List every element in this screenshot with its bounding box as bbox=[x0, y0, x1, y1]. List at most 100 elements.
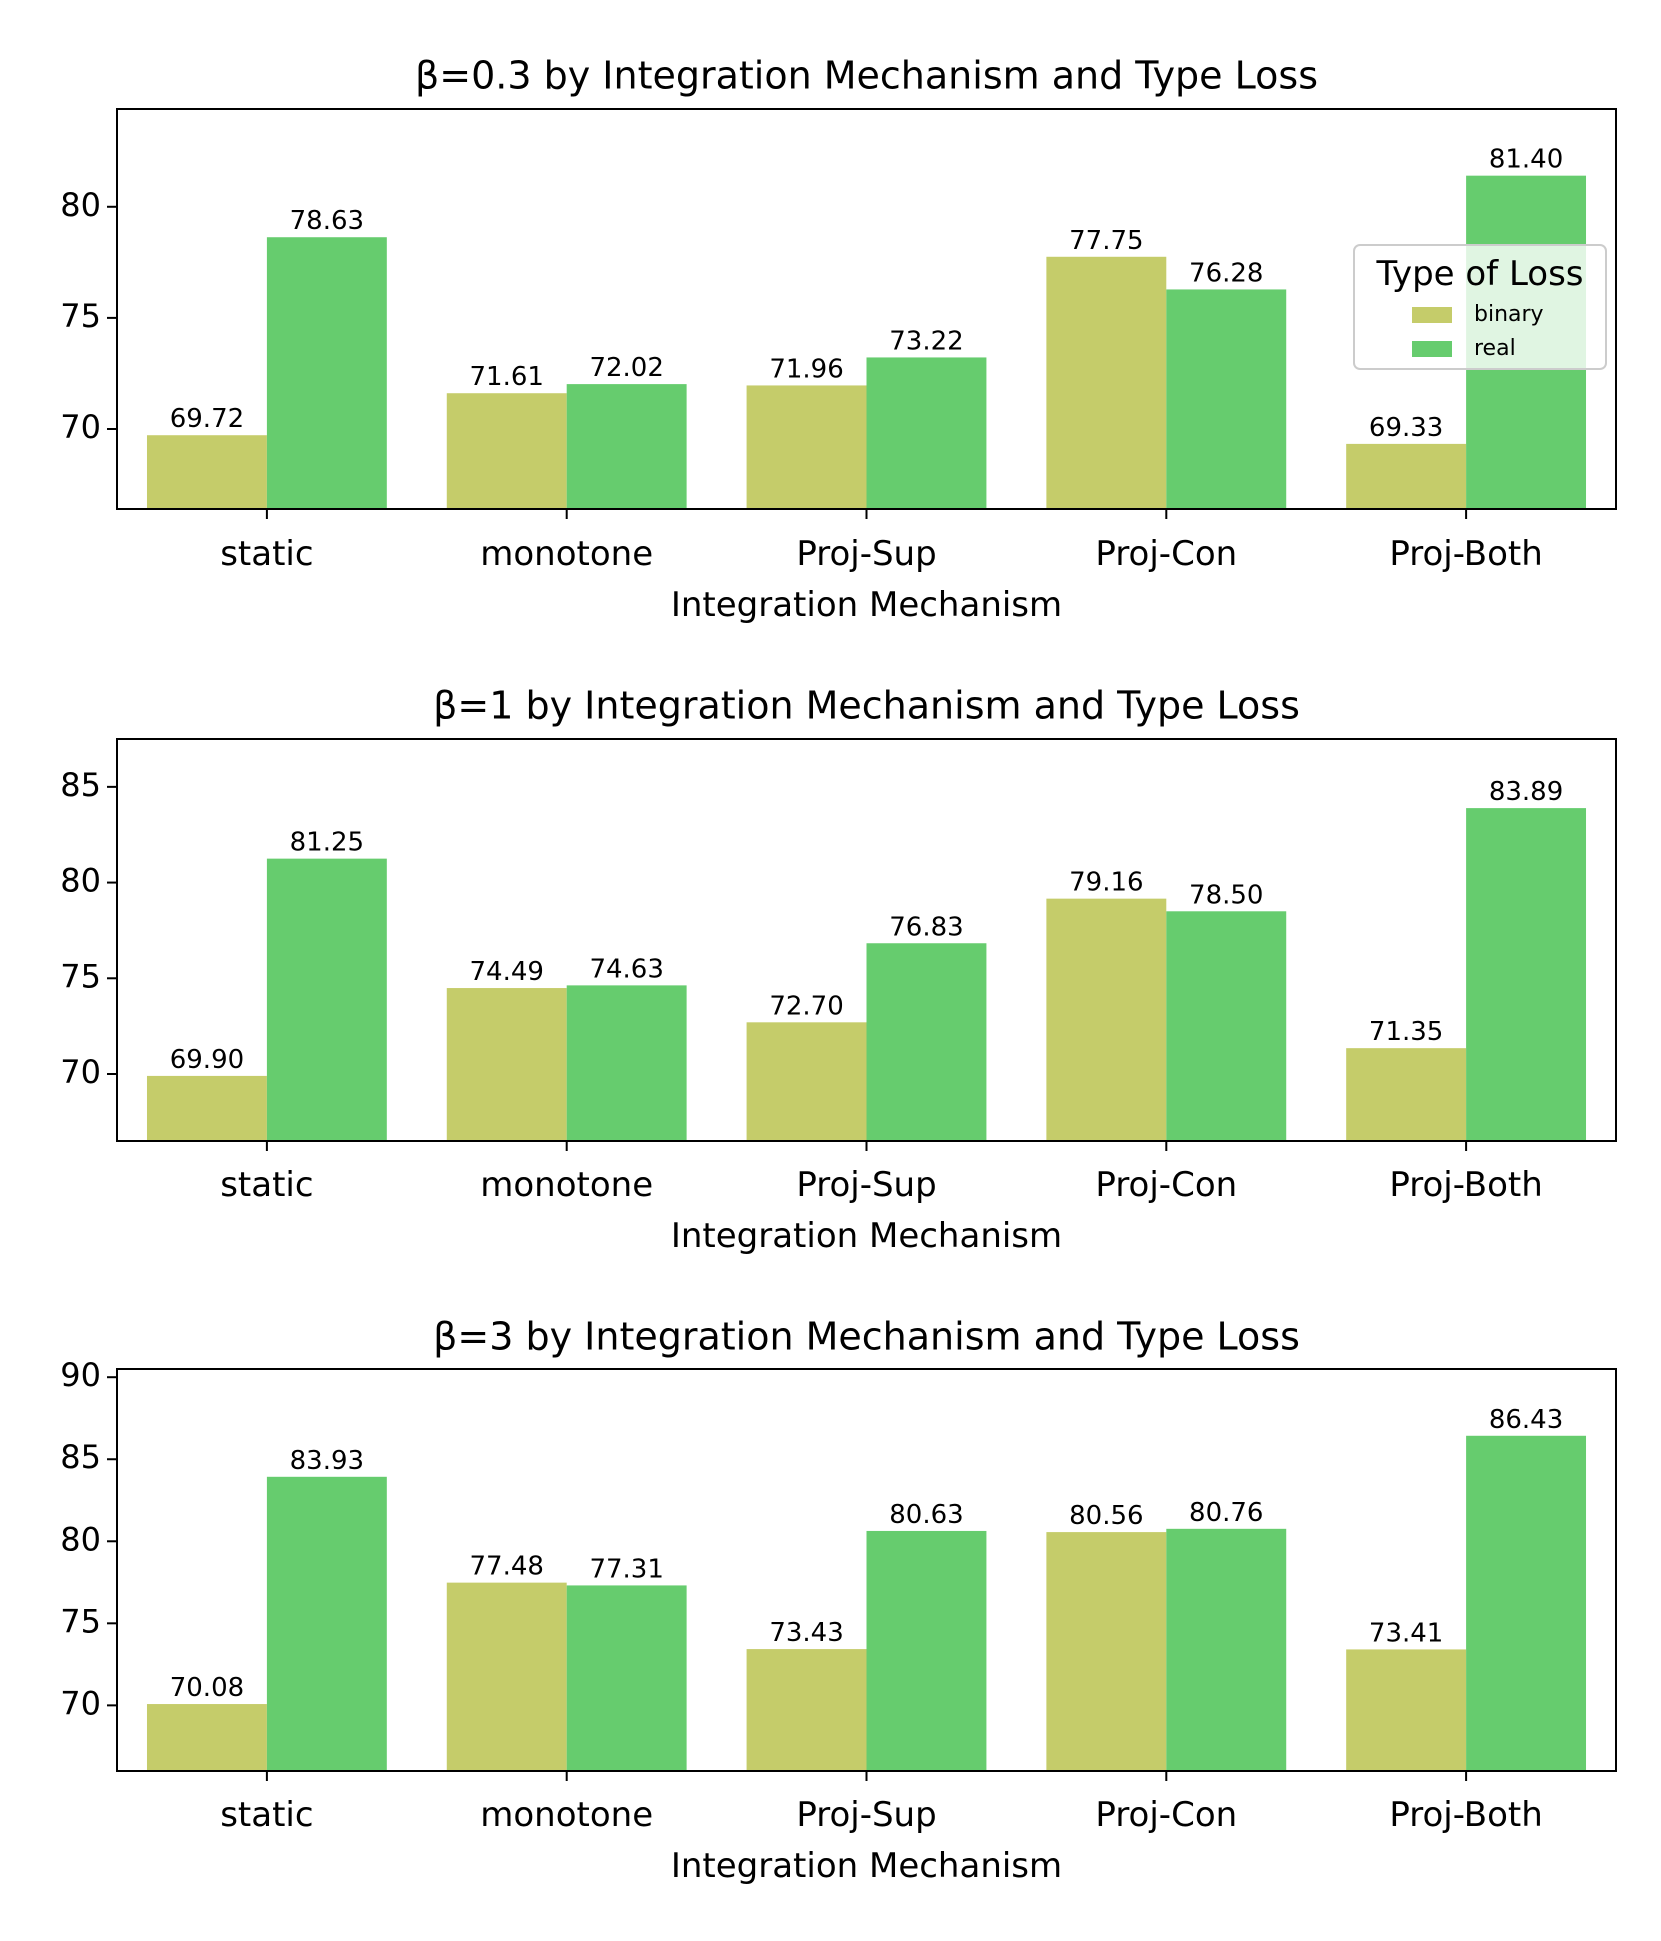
bar-binary-proj-sup bbox=[746, 385, 867, 509]
y-tick-label: 80 bbox=[60, 1520, 101, 1558]
data-label-binary-proj-sup: 72.70 bbox=[769, 991, 843, 1021]
x-tick-label-static: static bbox=[220, 1795, 313, 1835]
bar-binary-monotone bbox=[446, 1582, 567, 1771]
legend-box bbox=[1353, 244, 1607, 370]
data-label-binary-static: 69.72 bbox=[170, 404, 244, 434]
bar-binary-proj-both bbox=[1346, 1649, 1467, 1771]
bar-binary-proj-both bbox=[1346, 443, 1467, 509]
x-tick-label-proj-sup: Proj-Sup bbox=[796, 1795, 936, 1835]
legend-swatch-real bbox=[1412, 341, 1452, 357]
bar-binary-proj-both bbox=[1346, 1048, 1467, 1141]
data-label-real-proj-both: 81.40 bbox=[1489, 145, 1563, 175]
data-label-binary-proj-con: 79.16 bbox=[1069, 868, 1143, 898]
bar-real-monotone bbox=[566, 1585, 687, 1771]
bar-real-proj-sup bbox=[866, 357, 987, 509]
x-tick-label-proj-both: Proj-Both bbox=[1389, 534, 1542, 574]
y-tick-label: 80 bbox=[60, 186, 101, 224]
y-tick-label: 80 bbox=[60, 862, 101, 900]
data-label-real-proj-both: 83.89 bbox=[1489, 777, 1563, 807]
data-label-binary-proj-sup: 73.43 bbox=[769, 1618, 843, 1648]
data-label-real-proj-sup: 80.63 bbox=[889, 1500, 963, 1530]
data-label-binary-proj-con: 77.75 bbox=[1069, 226, 1143, 256]
bar-binary-static bbox=[146, 1075, 267, 1141]
bar-binary-static bbox=[146, 1704, 267, 1771]
bar-real-proj-con bbox=[1166, 289, 1287, 509]
bar-real-monotone bbox=[566, 985, 687, 1141]
bar-binary-proj-con bbox=[1046, 256, 1167, 509]
y-tick-label: 75 bbox=[60, 297, 101, 335]
x-tick-label-static: static bbox=[220, 1165, 313, 1205]
legend-title: Type of Loss bbox=[1375, 254, 1583, 294]
data-label-real-monotone: 74.63 bbox=[589, 954, 663, 984]
bar-real-static bbox=[266, 858, 387, 1141]
data-label-real-proj-sup: 76.83 bbox=[889, 912, 963, 942]
x-axis-label: Integration Mechanism bbox=[671, 1216, 1062, 1256]
data-label-binary-proj-both: 73.41 bbox=[1369, 1618, 1443, 1648]
data-label-real-monotone: 77.31 bbox=[589, 1554, 663, 1584]
y-tick-label: 70 bbox=[60, 408, 101, 446]
data-label-real-proj-both: 86.43 bbox=[1489, 1405, 1563, 1435]
x-axis-label: Integration Mechanism bbox=[671, 1846, 1062, 1886]
data-label-binary-proj-sup: 71.96 bbox=[769, 354, 843, 384]
data-label-binary-static: 69.90 bbox=[170, 1045, 244, 1075]
bar-binary-static bbox=[146, 435, 267, 509]
bar-real-proj-both bbox=[1466, 808, 1587, 1141]
bar-real-monotone bbox=[566, 384, 687, 509]
data-label-real-proj-con: 76.28 bbox=[1189, 258, 1263, 288]
bar-binary-proj-sup bbox=[746, 1649, 867, 1771]
bar-real-proj-con bbox=[1166, 911, 1287, 1141]
data-label-binary-proj-con: 80.56 bbox=[1069, 1501, 1143, 1531]
data-label-real-monotone: 72.02 bbox=[589, 353, 663, 383]
x-axis-label: Integration Mechanism bbox=[671, 585, 1062, 625]
x-tick-label-proj-con: Proj-Con bbox=[1095, 534, 1237, 574]
chart-title-2: β=1 by Integration Mechanism and Type Lo… bbox=[433, 684, 1300, 728]
data-label-binary-monotone: 77.48 bbox=[470, 1552, 544, 1582]
legend-label-binary: binary bbox=[1474, 302, 1544, 327]
chart-title-1: β=0.3 by Integration Mechanism and Type … bbox=[415, 54, 1318, 98]
y-tick-label: 70 bbox=[60, 1053, 101, 1091]
x-tick-label-static: static bbox=[220, 534, 313, 574]
data-label-real-proj-sup: 73.22 bbox=[889, 326, 963, 356]
y-tick-label: 70 bbox=[60, 1684, 101, 1722]
data-label-binary-proj-both: 69.33 bbox=[1369, 413, 1443, 443]
bar-real-static bbox=[266, 1476, 387, 1771]
data-label-binary-monotone: 74.49 bbox=[470, 957, 544, 987]
legend-swatch-binary bbox=[1412, 307, 1452, 323]
bar-binary-proj-con bbox=[1046, 898, 1167, 1141]
legend-label-real: real bbox=[1474, 336, 1516, 361]
data-label-binary-proj-both: 71.35 bbox=[1369, 1017, 1443, 1047]
bar-real-static bbox=[266, 237, 387, 509]
bar-binary-monotone bbox=[446, 988, 567, 1141]
x-tick-label-proj-sup: Proj-Sup bbox=[796, 534, 936, 574]
data-label-binary-static: 70.08 bbox=[170, 1673, 244, 1703]
data-label-real-proj-con: 80.76 bbox=[1189, 1498, 1263, 1528]
bar-binary-proj-sup bbox=[746, 1022, 867, 1141]
x-tick-label-proj-con: Proj-Con bbox=[1095, 1795, 1237, 1835]
x-tick-label-monotone: monotone bbox=[480, 534, 653, 574]
bar-real-proj-sup bbox=[866, 1530, 987, 1771]
x-tick-label-proj-both: Proj-Both bbox=[1389, 1795, 1542, 1835]
bar-binary-monotone bbox=[446, 393, 567, 509]
data-label-real-static: 81.25 bbox=[290, 828, 364, 858]
bar-real-proj-both bbox=[1466, 1435, 1587, 1771]
x-tick-label-monotone: monotone bbox=[480, 1795, 653, 1835]
y-tick-label: 90 bbox=[60, 1356, 101, 1394]
x-tick-label-monotone: monotone bbox=[480, 1165, 653, 1205]
data-label-real-proj-con: 78.50 bbox=[1189, 880, 1263, 910]
y-tick-label: 85 bbox=[60, 1438, 101, 1476]
data-label-real-static: 83.93 bbox=[290, 1446, 364, 1476]
bar-real-proj-sup bbox=[866, 943, 987, 1141]
data-label-real-static: 78.63 bbox=[290, 206, 364, 236]
x-tick-label-proj-sup: Proj-Sup bbox=[796, 1165, 936, 1205]
y-tick-label: 85 bbox=[60, 766, 101, 804]
y-tick-label: 75 bbox=[60, 957, 101, 995]
bar-binary-proj-con bbox=[1046, 1532, 1167, 1771]
x-tick-label-proj-con: Proj-Con bbox=[1095, 1165, 1237, 1205]
data-label-binary-monotone: 71.61 bbox=[470, 362, 544, 392]
y-tick-label: 75 bbox=[60, 1602, 101, 1640]
x-tick-label-proj-both: Proj-Both bbox=[1389, 1165, 1542, 1205]
chart-title-3: β=3 by Integration Mechanism and Type Lo… bbox=[433, 1315, 1300, 1359]
bar-real-proj-con bbox=[1166, 1528, 1287, 1771]
